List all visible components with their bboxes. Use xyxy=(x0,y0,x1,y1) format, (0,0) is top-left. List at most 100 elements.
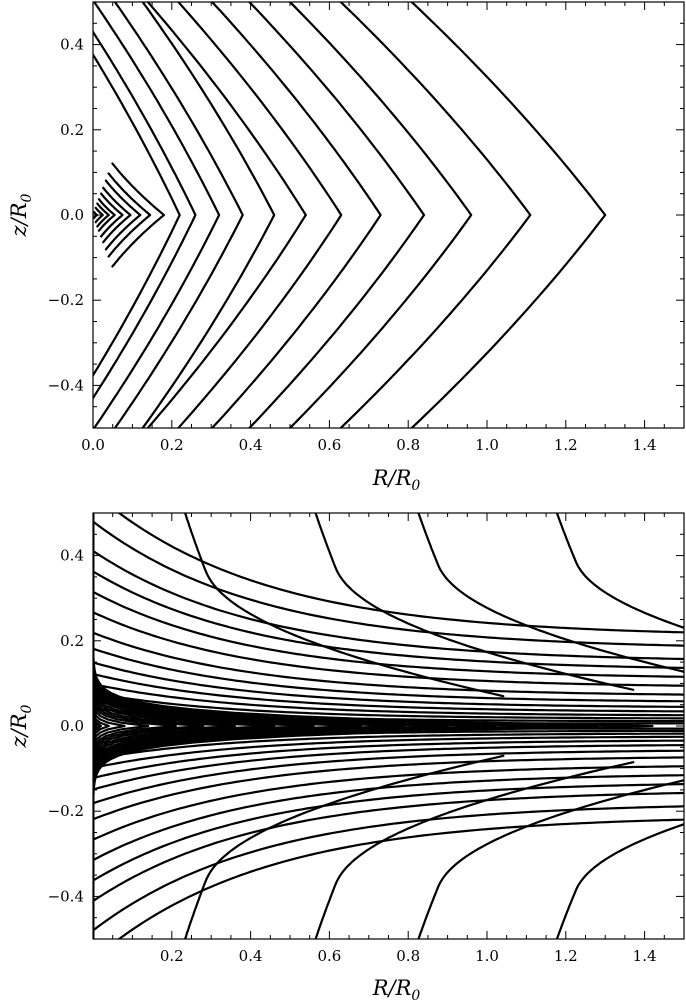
contour-line xyxy=(93,513,406,939)
x-tick-label: 1.2 xyxy=(554,947,578,965)
contour-line xyxy=(93,661,684,708)
contour-line xyxy=(93,520,684,647)
y-tick-label: 0.0 xyxy=(60,206,84,224)
contour-line xyxy=(93,2,221,428)
contour-line xyxy=(288,2,473,428)
contour-line xyxy=(93,570,684,670)
contour-line xyxy=(117,818,684,939)
contour-line xyxy=(107,172,152,258)
contour-line xyxy=(93,739,684,780)
contour-line xyxy=(93,727,684,746)
contour-line xyxy=(93,513,315,939)
contour-line xyxy=(93,647,684,703)
y-tick-label: −0.2 xyxy=(48,291,84,309)
y-axis-label: z/R0 xyxy=(7,193,35,237)
contour-line xyxy=(93,774,684,862)
contour-line xyxy=(410,2,607,428)
x-axis-label: R/R0 xyxy=(372,976,421,1003)
contour-line xyxy=(93,729,684,753)
contour-line xyxy=(93,513,177,939)
x-tick-label: 1.4 xyxy=(633,436,657,454)
y-tick-label: −0.2 xyxy=(48,802,84,820)
x-tick-label: 1.4 xyxy=(633,947,657,965)
contour-line xyxy=(183,513,505,698)
contour-line xyxy=(93,513,599,939)
contour-line xyxy=(93,211,98,219)
y-tick-label: −0.4 xyxy=(48,376,84,394)
x-tick-label: 0.8 xyxy=(396,947,420,965)
contour-line xyxy=(93,52,181,378)
contour-line xyxy=(146,2,307,428)
contour-line xyxy=(93,782,684,882)
contour-line xyxy=(93,513,362,939)
contour-line xyxy=(93,513,97,939)
top-plot-frame xyxy=(92,1,685,429)
x-tick-label: 0.8 xyxy=(396,436,420,454)
contour-line xyxy=(111,162,165,268)
contour-line xyxy=(93,735,684,769)
x-tick-label: 0.0 xyxy=(81,436,105,454)
bottom-panel: 0.2 0.4 0.6 0.8 1.0 1.2 1.4 −0.4 −0.2 0.0 0.2 0.4 R/… xyxy=(7,512,685,1003)
contour-line xyxy=(555,513,684,629)
contour-line xyxy=(93,691,684,720)
contour-line xyxy=(96,202,110,228)
contour-line xyxy=(93,513,98,939)
x-tick-label: 1.2 xyxy=(554,436,578,454)
contour-line xyxy=(93,513,654,939)
y-tick-label: 0.0 xyxy=(60,717,84,735)
contour-line xyxy=(93,513,110,939)
y-tick-label: 0.4 xyxy=(60,36,84,54)
contour-line xyxy=(93,513,205,939)
contour-line xyxy=(141,2,276,428)
contour-line xyxy=(93,699,684,723)
y-axis-label: z/R0 xyxy=(7,704,35,748)
x-tick-label: 0.6 xyxy=(317,436,341,454)
contour-line xyxy=(93,744,684,791)
contour-line xyxy=(417,779,684,939)
y-tick-label: −0.4 xyxy=(48,887,84,905)
contour-line xyxy=(183,754,505,939)
contour-line xyxy=(94,206,104,224)
contour-line xyxy=(93,791,684,903)
contour-line xyxy=(93,732,684,761)
contour-line xyxy=(93,683,684,717)
bottom-plot-frame xyxy=(92,512,685,940)
contour-line xyxy=(555,823,684,939)
contour-line xyxy=(93,805,684,932)
contour-line xyxy=(93,29,197,401)
contour-line xyxy=(210,2,382,428)
contour-line xyxy=(93,513,150,939)
contour-line xyxy=(247,2,426,428)
contour-line xyxy=(93,611,684,687)
y-tick-label: 0.4 xyxy=(60,547,84,565)
contour-line xyxy=(93,513,126,939)
x-tick-label: 0.4 xyxy=(239,947,263,965)
top-contours xyxy=(93,2,607,428)
contour-line xyxy=(117,513,684,634)
contour-line xyxy=(102,186,132,244)
contour-line xyxy=(113,2,244,428)
x-tick-label: 1.0 xyxy=(475,947,499,965)
contour-line xyxy=(314,513,635,691)
x-axis-label: R/R0 xyxy=(372,466,421,494)
contour-line xyxy=(93,513,548,939)
contour-line xyxy=(93,749,684,805)
contour-line xyxy=(93,513,496,939)
contour-line xyxy=(314,761,635,939)
y-tick-label: 0.2 xyxy=(60,632,84,650)
contour-line xyxy=(93,513,449,939)
x-tick-label: 0.6 xyxy=(317,947,341,965)
contour-line xyxy=(93,513,102,939)
contour-line xyxy=(93,513,276,939)
contour-line xyxy=(93,706,684,725)
contour-line xyxy=(100,192,124,238)
x-tick-label: 1.0 xyxy=(475,436,499,454)
bottom-contours xyxy=(93,513,684,939)
contour-line xyxy=(93,513,236,939)
contour-line xyxy=(104,179,142,251)
contour-line xyxy=(176,2,343,428)
top-panel: 0.0 0.2 0.4 0.6 0.8 1.0 1.2 1.4 −0.4 −0.2 0.0 0.2 0.… xyxy=(7,1,685,494)
contour-line xyxy=(93,631,684,696)
contour-line xyxy=(97,198,116,232)
